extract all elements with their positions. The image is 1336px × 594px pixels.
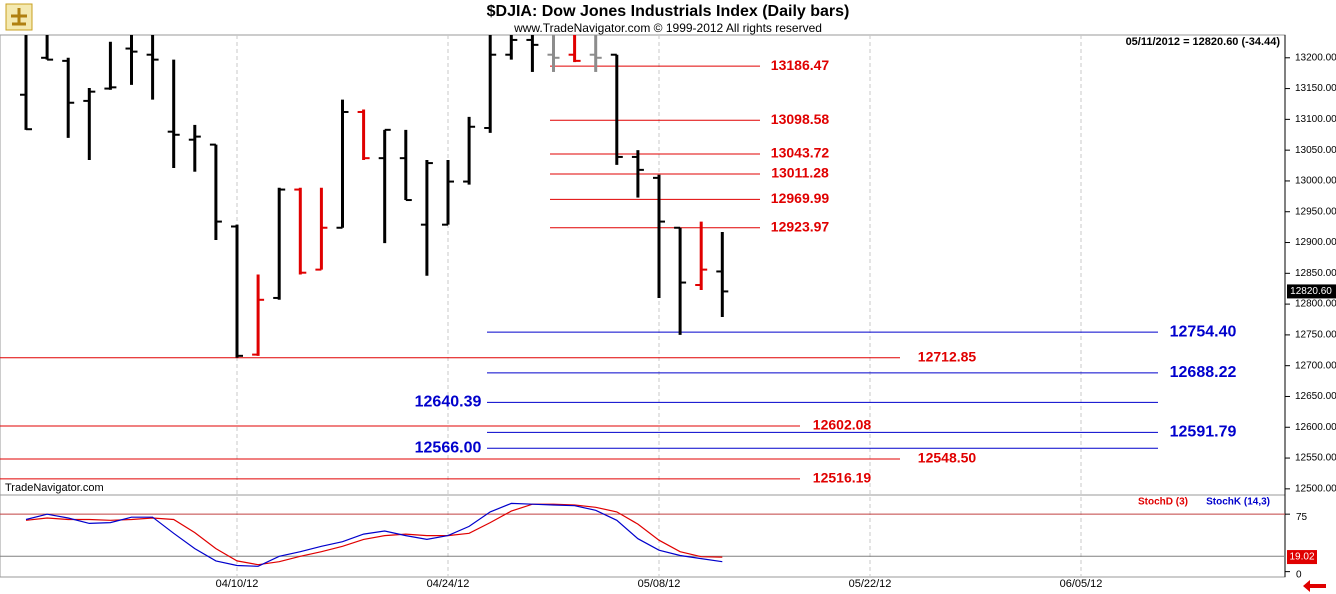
x-tick-label: 05/08/12 [638, 578, 681, 590]
x-tick-label: 05/22/12 [849, 578, 892, 590]
grid [236, 35, 1082, 577]
x-tick-label: 04/24/12 [427, 578, 470, 590]
y-tick-label: 13100.00 [1295, 114, 1336, 125]
legend-entry: StochD (3) [1138, 497, 1188, 508]
y-tick-label: 12500.00 [1295, 483, 1336, 494]
chart-title: $DJIA: Dow Jones Industrials Index (Dail… [487, 3, 850, 20]
y-tick-label: 12950.00 [1295, 206, 1336, 217]
y-tick-label: 12800.00 [1295, 299, 1336, 310]
logo [5, 3, 33, 31]
legend-entry: StochK (14,3) [1206, 497, 1270, 508]
level-label: 13011.28 [771, 165, 829, 181]
level-label: 12566.00 [415, 439, 482, 456]
level-label: 12923.97 [771, 218, 830, 234]
x-tick-label: 04/10/12 [216, 578, 259, 590]
y-tick-label: 13000.00 [1295, 176, 1336, 187]
level-label: 12602.08 [813, 417, 872, 433]
y-tick-label: 12550.00 [1295, 453, 1336, 464]
last-price-tag [1287, 284, 1336, 299]
level-label: 13043.72 [771, 145, 830, 161]
y-tick-label: 12650.00 [1295, 391, 1336, 402]
level-label: 12516.19 [813, 470, 872, 486]
level-label: 12640.39 [415, 394, 482, 411]
y-tick-label: 13150.00 [1295, 83, 1336, 94]
y-tick-label: 13050.00 [1295, 145, 1336, 156]
x-tick-label: 06/05/12 [1060, 578, 1103, 590]
level-label: 13186.47 [771, 57, 830, 73]
stoch-line [25, 502, 723, 567]
info-text: 05/11/2012 = 12820.60 (-34.44) [1126, 36, 1281, 48]
watermark: TradeNavigator.com [5, 482, 104, 494]
scroll-arrow[interactable] [1303, 580, 1326, 592]
y-tick-label: 75 [1296, 512, 1308, 523]
level-label: 12754.40 [1170, 323, 1237, 340]
y-tick-label: 12700.00 [1295, 360, 1336, 371]
y-tick-label: 13200.00 [1295, 52, 1336, 63]
level-label: 12712.85 [918, 348, 977, 364]
level-label: 12969.99 [771, 190, 830, 206]
stoch-line [25, 503, 723, 566]
y-tick-label: 12850.00 [1295, 268, 1336, 279]
overlay: 04/10/12 04/24/12 05/08/12 05/22/12 06/05/12… [0, 52, 1336, 590]
last-price-label: 12820.60 [1290, 286, 1332, 297]
y-tick-label: 0 [1296, 569, 1302, 580]
y-tick-label: 12600.00 [1295, 422, 1336, 433]
level-label: 13098.58 [771, 111, 830, 127]
level-label: 12548.50 [918, 450, 977, 466]
plot-area [0, 35, 1158, 480]
last-value-tag [1287, 550, 1317, 565]
level-label: 12688.22 [1170, 364, 1237, 381]
last-value-label: 19.02 [1289, 552, 1314, 563]
y-tick-label: 12750.00 [1295, 330, 1336, 341]
level-label: 12591.79 [1170, 424, 1237, 441]
y-tick-label: 12900.00 [1295, 237, 1336, 248]
subtitle: www.TradeNavigator.com © 1999-2012 All r… [513, 21, 822, 35]
